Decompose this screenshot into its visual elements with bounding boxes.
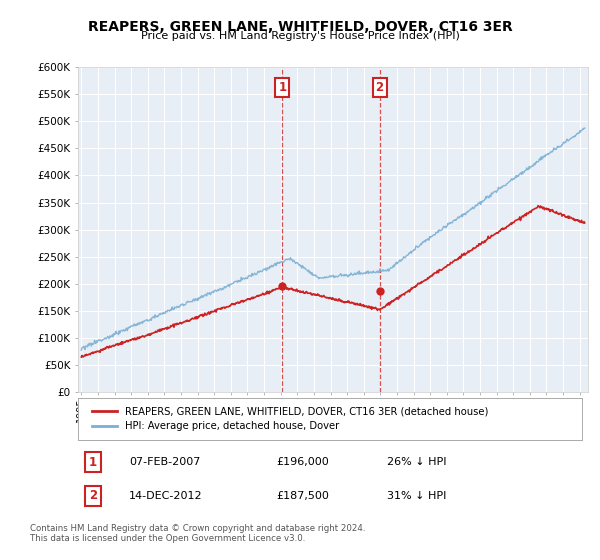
- Text: 26% ↓ HPI: 26% ↓ HPI: [387, 457, 446, 467]
- Text: £196,000: £196,000: [276, 457, 329, 467]
- Text: 31% ↓ HPI: 31% ↓ HPI: [387, 491, 446, 501]
- Text: 2: 2: [376, 81, 383, 94]
- Text: 14-DEC-2012: 14-DEC-2012: [129, 491, 203, 501]
- Text: REAPERS, GREEN LANE, WHITFIELD, DOVER, CT16 3ER: REAPERS, GREEN LANE, WHITFIELD, DOVER, C…: [88, 20, 512, 34]
- Text: Contains HM Land Registry data © Crown copyright and database right 2024.
This d: Contains HM Land Registry data © Crown c…: [30, 524, 365, 543]
- Text: £187,500: £187,500: [276, 491, 329, 501]
- Text: 2: 2: [89, 489, 97, 502]
- Legend: REAPERS, GREEN LANE, WHITFIELD, DOVER, CT16 3ER (detached house), HPI: Average p: REAPERS, GREEN LANE, WHITFIELD, DOVER, C…: [88, 402, 493, 435]
- Text: Price paid vs. HM Land Registry's House Price Index (HPI): Price paid vs. HM Land Registry's House …: [140, 31, 460, 41]
- Text: 1: 1: [278, 81, 286, 94]
- Text: 1: 1: [89, 455, 97, 469]
- Text: 07-FEB-2007: 07-FEB-2007: [129, 457, 200, 467]
